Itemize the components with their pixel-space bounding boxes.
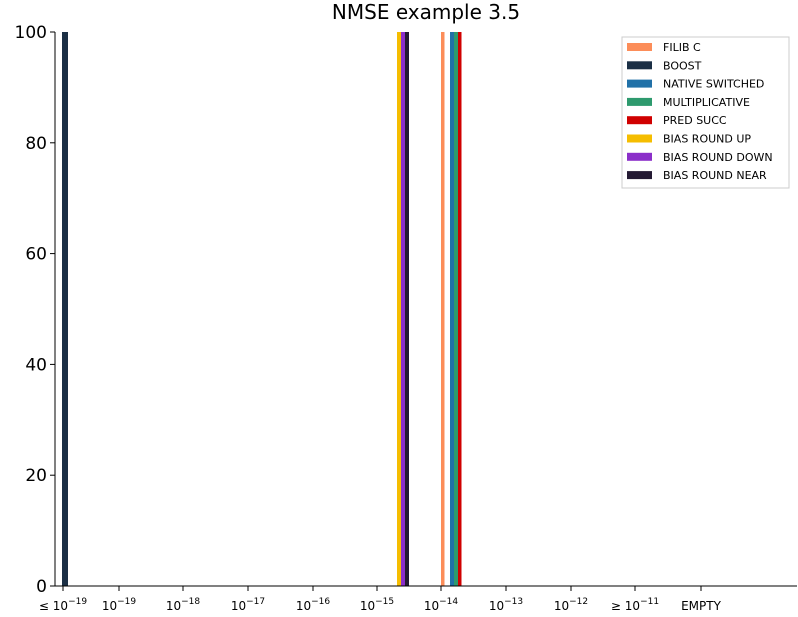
x-tick-label: 10−19 — [102, 597, 137, 613]
legend-label-multiplicative: MULTIPLICATIVE — [663, 96, 750, 109]
y-tick-label: 60 — [25, 245, 47, 265]
bar-bias-round-down — [401, 32, 405, 586]
legend-swatch-filib-c — [627, 43, 652, 51]
x-tick-label: 10−14 — [424, 597, 459, 613]
legend-label-bias-round-down: BIAS ROUND DOWN — [663, 151, 773, 164]
y-tick-label: 20 — [25, 466, 47, 486]
y-tick-label: 40 — [25, 355, 47, 375]
y-tick-label: 100 — [15, 23, 47, 43]
legend: FILIB C BOOST NATIVE SWITCHED MULTIPLICATIV… — [621, 36, 790, 189]
bar-bias-round-near — [405, 32, 409, 586]
legend-label-boost: BOOST — [663, 59, 702, 72]
bar-bias-round-up — [397, 32, 401, 586]
legend-swatch-bias-round-near — [627, 171, 652, 180]
bar-multiplicative — [454, 32, 458, 586]
legend-frame — [621, 36, 790, 189]
x-tick-label: ≥ 10−11 — [611, 597, 659, 613]
legend-label-native-switched: NATIVE SWITCHED — [663, 78, 764, 91]
legend-label-bias-round-up: BIAS ROUND UP — [663, 133, 751, 146]
x-tick-label: 10−12 — [554, 597, 588, 613]
bar-boost — [62, 32, 68, 586]
x-tick-label: 10−18 — [166, 597, 201, 613]
x-tick-label: ≤ 10−19 — [39, 597, 87, 613]
legend-swatch-native-switched — [627, 79, 652, 88]
x-tick-label: 10−17 — [231, 597, 265, 613]
y-tick-label: 0 — [36, 577, 47, 597]
x-tick-label: 10−13 — [489, 597, 523, 613]
legend-swatch-multiplicative — [627, 97, 652, 106]
legend-label-pred-succ: PRED SUCC — [663, 114, 727, 127]
bar-native-switched — [450, 32, 454, 586]
bar-pred-succ — [458, 32, 462, 586]
legend-label-filib-c: FILIB C — [663, 41, 701, 54]
axes-layer — [54, 32, 797, 587]
x-tick-label: 10−16 — [296, 597, 331, 613]
legend-swatch-pred-succ — [627, 116, 652, 125]
y-tick-label: 80 — [25, 134, 47, 154]
x-tick-label: EMPTY — [681, 599, 722, 613]
x-tick-label: 10−15 — [360, 597, 394, 613]
legend-swatch-bias-round-down — [627, 152, 652, 161]
chart-title: NMSE example 3.5 — [332, 0, 520, 24]
legend-label-bias-round-near: BIAS ROUND NEAR — [663, 169, 767, 182]
x-ticks: ≤ 10−19 10−19 10−18 10−17 10−16 10−15 10−14 10−… — [39, 586, 722, 613]
y-ticks: 0 20 40 60 80 100 — [15, 23, 55, 597]
legend-swatch-bias-round-up — [627, 134, 652, 143]
legend-swatch-boost — [627, 61, 652, 70]
bars-layer — [62, 32, 462, 586]
bar-filib-c — [441, 32, 445, 586]
